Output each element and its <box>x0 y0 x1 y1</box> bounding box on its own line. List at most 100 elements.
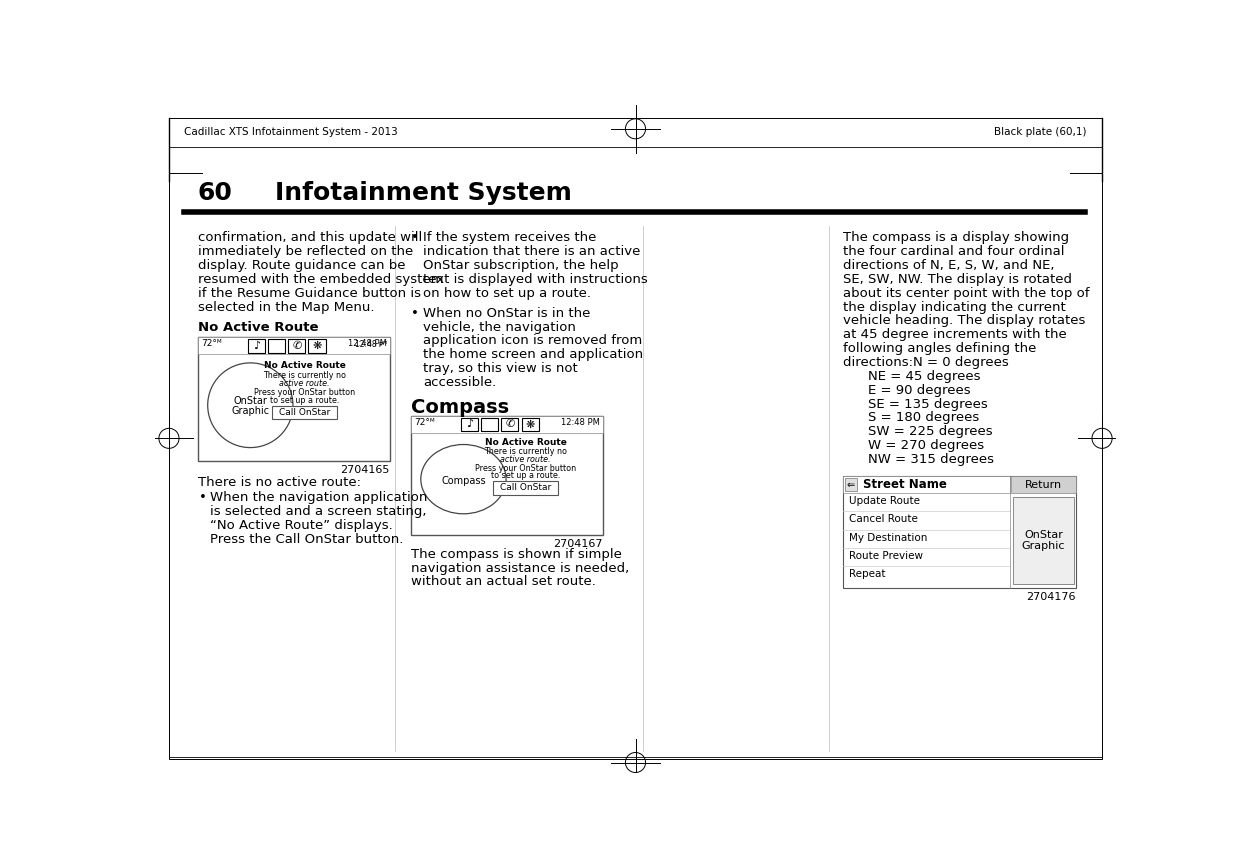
Text: immediately be reflected on the: immediately be reflected on the <box>197 245 413 258</box>
Bar <box>197 338 389 354</box>
Bar <box>268 339 285 353</box>
Text: When the navigation application: When the navigation application <box>210 491 428 504</box>
Text: 72°ᴹ: 72°ᴹ <box>414 418 434 426</box>
Bar <box>248 339 265 353</box>
Text: active route.: active route. <box>279 379 330 388</box>
Text: S = 180 degrees: S = 180 degrees <box>868 411 980 424</box>
Text: NE = 45 degrees: NE = 45 degrees <box>868 370 981 383</box>
Text: without an actual set route.: without an actual set route. <box>410 575 595 589</box>
Text: application icon is removed from: application icon is removed from <box>423 334 642 347</box>
Text: 12:48 ᴘᴹ: 12:48 ᴘᴹ <box>355 339 387 349</box>
Bar <box>1013 496 1074 584</box>
Text: the home screen and application: the home screen and application <box>423 348 644 361</box>
Text: following angles defining the: following angles defining the <box>843 342 1037 355</box>
Text: the display indicating the current: the display indicating the current <box>843 300 1066 313</box>
Text: Black plate (60,1): Black plate (60,1) <box>994 128 1086 137</box>
Text: 12:48 PM: 12:48 PM <box>560 418 600 426</box>
Text: Route Preview: Route Preview <box>849 551 924 561</box>
Text: Return: Return <box>1024 479 1061 490</box>
Bar <box>410 416 603 536</box>
Text: 12:48 PM: 12:48 PM <box>348 339 387 348</box>
Text: No Active Route: No Active Route <box>485 437 567 446</box>
Text: The compass is shown if simple: The compass is shown if simple <box>410 548 621 561</box>
Text: “No Active Route” displays.: “No Active Route” displays. <box>210 519 393 532</box>
Text: vehicle heading. The display rotates: vehicle heading. The display rotates <box>843 314 1085 327</box>
Text: 2704167: 2704167 <box>553 539 603 549</box>
Text: tray, so this view is not: tray, so this view is not <box>423 362 578 375</box>
Bar <box>522 418 538 431</box>
Text: No Active Route: No Active Route <box>264 360 346 370</box>
Text: OnStar: OnStar <box>233 396 268 405</box>
Text: 72°ᴹ: 72°ᴹ <box>201 339 222 348</box>
Text: directions:N = 0 degrees: directions:N = 0 degrees <box>843 356 1009 369</box>
Text: SW = 225 degrees: SW = 225 degrees <box>868 425 993 438</box>
Text: SE = 135 degrees: SE = 135 degrees <box>868 398 988 411</box>
Text: OnStar subscription, the help: OnStar subscription, the help <box>423 259 619 272</box>
Text: My Destination: My Destination <box>849 533 928 542</box>
Text: Press the Call OnStar button.: Press the Call OnStar button. <box>210 533 403 546</box>
Text: active route.: active route. <box>500 455 551 464</box>
Text: resumed with the embedded system: resumed with the embedded system <box>197 273 443 286</box>
Bar <box>1012 476 1076 493</box>
Text: •: • <box>410 231 419 244</box>
Bar <box>288 339 305 353</box>
Text: ❋: ❋ <box>526 419 534 430</box>
Text: confirmation, and this update will: confirmation, and this update will <box>197 231 422 244</box>
Text: 60: 60 <box>197 181 233 205</box>
Bar <box>197 338 389 461</box>
Text: There is currently no: There is currently no <box>484 447 567 456</box>
Text: The compass is a display showing: The compass is a display showing <box>843 231 1069 244</box>
Text: selected in the Map Menu.: selected in the Map Menu. <box>197 300 374 313</box>
Text: Street Name: Street Name <box>863 478 947 491</box>
Text: if the Resume Guidance button is: if the Resume Guidance button is <box>197 286 420 299</box>
Text: SE, SW, NW. The display is rotated: SE, SW, NW. The display is rotated <box>843 273 1073 286</box>
Text: text is displayed with instructions: text is displayed with instructions <box>423 273 649 286</box>
Text: There is currently no: There is currently no <box>263 372 346 380</box>
Text: Press your OnStar button: Press your OnStar button <box>475 464 577 473</box>
Text: •: • <box>410 306 419 319</box>
Text: Press your OnStar button: Press your OnStar button <box>254 388 355 398</box>
Text: There is no active route:: There is no active route: <box>197 476 361 489</box>
Text: ✆: ✆ <box>505 419 515 430</box>
Text: directions of N, E, S, W, and NE,: directions of N, E, S, W, and NE, <box>843 259 1055 272</box>
Text: Infotainment System: Infotainment System <box>275 181 572 205</box>
Text: •: • <box>200 491 207 504</box>
Text: accessible.: accessible. <box>423 376 496 389</box>
Text: indication that there is an active: indication that there is an active <box>423 245 641 258</box>
Text: Update Route: Update Route <box>849 496 920 506</box>
Text: ⇐: ⇐ <box>847 479 856 490</box>
Text: Compass: Compass <box>441 476 486 486</box>
Text: vehicle, the navigation: vehicle, the navigation <box>423 320 577 333</box>
Text: No Active Route: No Active Route <box>197 320 319 333</box>
Bar <box>309 339 326 353</box>
Text: Graphic: Graphic <box>232 406 269 417</box>
Text: Cancel Route: Cancel Route <box>849 515 919 524</box>
Bar <box>410 416 603 433</box>
Text: at 45 degree increments with the: at 45 degree increments with the <box>843 328 1066 341</box>
Text: ♪: ♪ <box>466 419 474 430</box>
Bar <box>272 406 337 419</box>
Text: 2704176: 2704176 <box>1027 592 1076 602</box>
Bar <box>843 476 1076 588</box>
Text: about its center point with the top of: about its center point with the top of <box>843 286 1090 299</box>
Text: to set up a route.: to set up a route. <box>491 471 560 481</box>
Text: Cadillac XTS Infotainment System - 2013: Cadillac XTS Infotainment System - 2013 <box>185 128 398 137</box>
Text: Compass: Compass <box>410 398 508 417</box>
Text: to set up a route.: to set up a route. <box>270 396 340 405</box>
Text: ✆: ✆ <box>293 341 301 351</box>
Text: Call OnStar: Call OnStar <box>500 483 551 492</box>
Text: W = 270 degrees: W = 270 degrees <box>868 439 985 452</box>
Text: When no OnStar is in the: When no OnStar is in the <box>423 306 590 319</box>
Text: display. Route guidance can be: display. Route guidance can be <box>197 259 405 272</box>
Text: If the system receives the: If the system receives the <box>423 231 596 244</box>
Text: navigation assistance is needed,: navigation assistance is needed, <box>410 562 629 575</box>
Text: Repeat: Repeat <box>849 569 885 580</box>
Bar <box>501 418 518 431</box>
Text: is selected and a screen stating,: is selected and a screen stating, <box>210 505 427 518</box>
Text: the four cardinal and four ordinal: the four cardinal and four ordinal <box>843 245 1065 258</box>
Bar <box>494 482 558 495</box>
Text: E = 90 degrees: E = 90 degrees <box>868 384 971 397</box>
Bar <box>843 476 1009 493</box>
Text: OnStar: OnStar <box>1024 530 1063 540</box>
Text: ❋: ❋ <box>312 341 321 351</box>
